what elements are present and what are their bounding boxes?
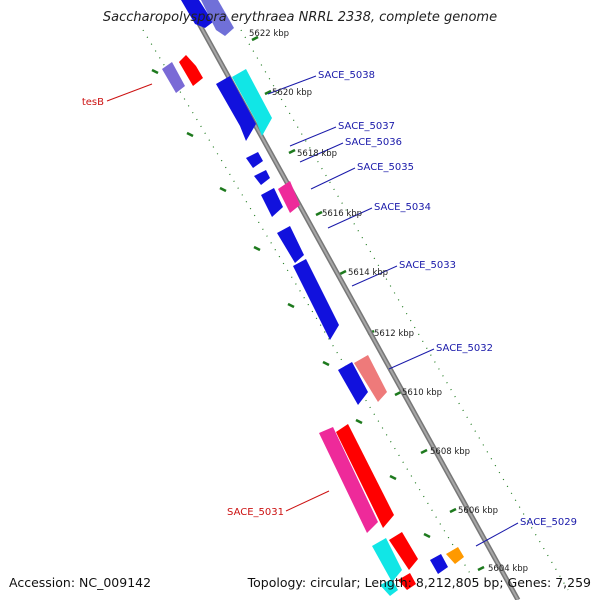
gene-arrow-SACE_5035-a[interactable] — [261, 188, 283, 217]
gene-arrow-SACE_5035-b[interactable] — [278, 181, 300, 213]
label-leaders — [106, 75, 519, 547]
tick-label: 5604 kbp — [488, 564, 528, 574]
gene-arrow[interactable] — [389, 532, 418, 570]
gene-arrow-SACE_5036[interactable] — [254, 170, 270, 185]
gene-label[interactable]: tesB — [82, 97, 104, 108]
gene-label[interactable]: SACE_5031 — [227, 507, 284, 518]
tick-label: 5610 kbp — [402, 388, 442, 398]
gene-arrow[interactable] — [380, 579, 398, 596]
gene-label[interactable]: SACE_5032 — [436, 343, 493, 354]
tick-label: 5606 kbp — [458, 506, 498, 516]
gene-arrow[interactable] — [372, 538, 402, 582]
tick-label: 5608 kbp — [430, 447, 470, 457]
tick-track-inner — [240, 29, 569, 591]
gene-arrow-SACE_5037[interactable] — [246, 152, 263, 168]
tick-label: 5620 kbp — [272, 88, 312, 98]
gene-label[interactable]: SACE_5038 — [318, 70, 375, 81]
gene-label[interactable]: SACE_5035 — [357, 162, 414, 173]
tick-label: 5622 kbp — [249, 29, 289, 39]
gene-labels: SACE_5038 SACE_5037 SACE_5036 SACE_5035 … — [82, 70, 577, 528]
genome-summary-text: Topology: circular; Length: 8,212,805 bp… — [247, 575, 591, 590]
tick-label: 5614 kbp — [348, 268, 388, 278]
gene-arrow-SACE_5033[interactable] — [293, 259, 339, 340]
tick-label: 5616 kbp — [322, 209, 362, 219]
gene-arrow[interactable] — [181, 0, 213, 28]
tick-labels: 5622 kbp 5620 kbp 5618 kbp 5616 kbp 5614… — [249, 29, 528, 574]
major-ticks-inner — [251, 35, 485, 572]
accession-text: Accession: NC_009142 — [9, 575, 151, 590]
gene-arrow-SACE_5029-b[interactable] — [446, 547, 464, 564]
gene-arrow[interactable] — [201, 0, 234, 36]
gene-arrow-tesB-b[interactable] — [179, 55, 203, 86]
gene-arrow-tesB-a[interactable] — [162, 62, 185, 93]
gene-arrow-SACE_5032-a[interactable] — [338, 362, 368, 405]
gene-features — [162, 0, 464, 596]
gene-label[interactable]: SACE_5033 — [399, 260, 456, 271]
gene-arrow-SACE_5031-a[interactable] — [319, 427, 378, 533]
gene-arrow-SACE_5029-a[interactable] — [430, 554, 448, 574]
gene-label[interactable]: SACE_5029 — [520, 517, 577, 528]
gene-label[interactable]: SACE_5037 — [338, 121, 395, 132]
tick-track-outer — [142, 29, 481, 591]
gene-arrow-SACE_5032-b[interactable] — [354, 355, 387, 402]
gene-arrow-SACE_5038-a[interactable] — [216, 76, 256, 141]
gene-label[interactable]: SACE_5036 — [345, 137, 402, 148]
major-ticks-outer — [151, 68, 431, 539]
gene-label[interactable]: SACE_5034 — [374, 202, 431, 213]
tick-label: 5612 kbp — [374, 329, 414, 339]
gene-arrow-SACE_5038-b[interactable] — [232, 69, 272, 136]
gene-arrow-SACE_5034[interactable] — [277, 226, 304, 263]
gene-arrow-SACE_5031-b[interactable] — [336, 424, 394, 528]
tick-label: 5618 kbp — [297, 149, 337, 159]
map-title: Saccharopolyspora erythraea NRRL 2338, c… — [103, 10, 497, 25]
gene-arrow[interactable] — [398, 573, 416, 590]
